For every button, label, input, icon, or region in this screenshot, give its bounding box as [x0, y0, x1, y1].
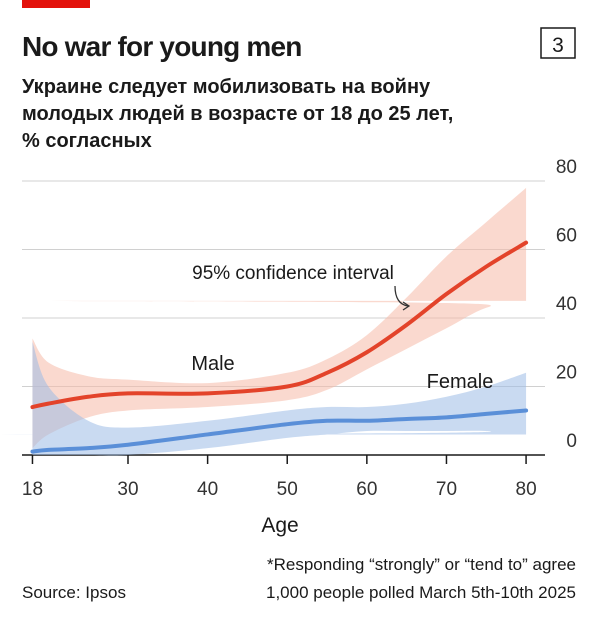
chart-title: No war for young men — [22, 31, 302, 62]
y-tick-label: 80 — [556, 157, 577, 178]
source: Source: Ipsos — [22, 583, 126, 602]
subtitle: % согласных — [22, 130, 152, 152]
subtitle: Украине следует мобилизовать на войну — [22, 76, 431, 98]
annotation: 95% confidence interval — [192, 263, 394, 284]
y-tick-label: 0 — [566, 431, 577, 452]
series-line — [30, 408, 529, 454]
x-tick-label: 18 — [22, 479, 43, 500]
series-label: Female — [427, 371, 494, 393]
brand-bar — [22, 0, 90, 8]
confidence-band — [0, 187, 527, 449]
x-tick-label: 60 — [356, 479, 377, 500]
annotation-arrowhead — [402, 301, 411, 311]
x-tick-label: 40 — [197, 479, 218, 500]
y-tick-label: 20 — [556, 363, 577, 384]
x-tick-label: 30 — [117, 479, 138, 500]
confidence-band — [0, 341, 527, 456]
annotation-arrow — [394, 285, 409, 307]
x-tick-label: 80 — [516, 479, 537, 500]
x-axis-label: Age — [261, 514, 298, 537]
footnote: 1,000 people polled March 5th-10th 2025 — [266, 583, 576, 602]
chart-number-box — [540, 27, 576, 59]
x-tick-label: 70 — [436, 479, 457, 500]
chart-number: 3 — [552, 34, 564, 57]
x-tick-label: 50 — [277, 479, 298, 500]
y-tick-label: 60 — [556, 226, 577, 247]
subtitle: молодых людей в возрасте от 18 до 25 лет… — [22, 103, 453, 125]
y-tick-label: 40 — [556, 294, 577, 315]
series-line — [30, 240, 529, 410]
series-label: Male — [191, 353, 234, 375]
footnote: *Responding “strongly” or “tend to” agre… — [267, 555, 576, 574]
